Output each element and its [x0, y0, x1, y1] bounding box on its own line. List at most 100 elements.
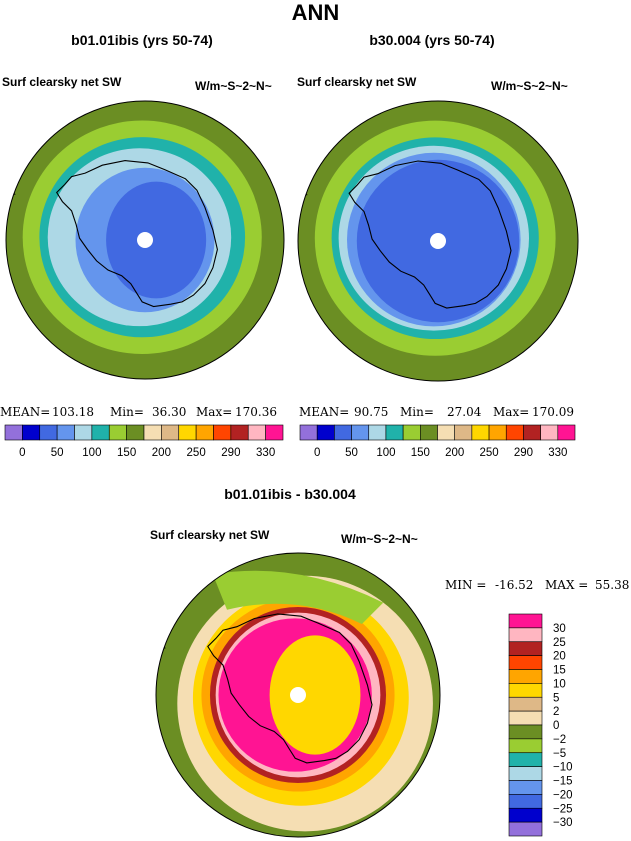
colorbar-tick-label: 10: [553, 678, 566, 690]
colorbar-swatch: [22, 424, 41, 441]
colorbar-swatch: [454, 424, 473, 441]
colorbar-swatch: [508, 655, 543, 670]
colorbar-tick-label: 0: [553, 720, 559, 732]
colorbar-tick-label: 150: [411, 447, 430, 459]
colorbar-swatch: [437, 424, 455, 441]
panel2-title: b30.004 (yrs 50-74): [369, 32, 495, 48]
colorbar-swatch: [508, 710, 543, 726]
colorbar-tick-label: 290: [514, 447, 533, 459]
coastline: [207, 613, 373, 764]
colorbar-tick-label: −2: [553, 734, 566, 746]
colorbar-swatch: [213, 424, 232, 441]
panel3-units-label: W/m~S~2~N~: [341, 532, 418, 546]
panel1-max-value: 170.36: [235, 405, 277, 419]
colorbar-tick-label: −5: [553, 748, 566, 760]
map-boundary: [5, 100, 285, 380]
colorbar-swatch: [161, 424, 180, 441]
colorbar-swatch: [557, 424, 576, 441]
panel2-max-label: Max=: [493, 405, 530, 419]
coastline: [348, 160, 512, 309]
colorbar-tick-label: 25: [553, 637, 566, 649]
colorbar-tick-label: 150: [117, 447, 136, 459]
colorbar-swatch: [508, 696, 543, 712]
colorbar-swatch: [540, 424, 559, 441]
colorbar-swatch: [368, 424, 387, 441]
colorbar-swatch: [508, 821, 543, 837]
colorbar-swatch: [508, 807, 543, 823]
colorbar-swatch: [508, 683, 543, 698]
map-boundary: [155, 552, 441, 838]
colorbar-tick-label: −15: [553, 776, 573, 788]
panel2-mean-value: 90.75: [354, 405, 389, 419]
panel2-min-label: Min=: [400, 405, 434, 419]
panel2-variable-label: Surf clearsky net SW: [297, 75, 417, 89]
panel3-max-value: 55.38: [595, 578, 630, 592]
colorbar-tick-label: 50: [345, 447, 358, 459]
colorbar-tick-label: −20: [553, 789, 573, 801]
colorbar-tick-label: 100: [82, 447, 101, 459]
negative-anomaly-band: [212, 570, 384, 624]
colorbar-swatch: [523, 424, 541, 441]
colorbar-tick-label: 15: [553, 665, 566, 677]
colorbar-tick-label: −10: [553, 762, 573, 774]
colorbar-swatch: [505, 424, 524, 441]
colorbar-swatch: [230, 424, 249, 441]
colorbar-swatch: [195, 424, 214, 441]
colorbar-tick-label: −25: [553, 803, 573, 815]
colorbar-swatch: [420, 424, 438, 441]
panel1-min-value: 36.30: [152, 405, 187, 419]
panel3-min-label: MIN =: [445, 578, 487, 592]
panel1-variable-label: Surf clearsky net SW: [2, 75, 122, 89]
colorbar-swatch: [56, 424, 75, 441]
colorbar-tick-label: 290: [221, 447, 240, 459]
colorbar-tick-label: 20: [553, 651, 566, 663]
colorbar-swatch: [508, 613, 543, 629]
pole-mask: [430, 233, 446, 249]
colorbar-swatch: [91, 424, 110, 441]
panel3-title: b01.01ibis - b30.004: [224, 486, 356, 502]
colorbar-tick-label: 2: [553, 706, 559, 718]
colorbar-swatch: [385, 424, 404, 441]
pole-mask: [137, 232, 153, 248]
colorbar-swatch: [265, 424, 284, 441]
colorbar-swatch: [508, 641, 543, 656]
panel1-map: [5, 100, 285, 380]
panel2-max-value: 170.09: [532, 405, 574, 419]
field-band: [106, 181, 207, 299]
colorbar-swatch: [351, 424, 370, 441]
colorbar-tick-label: 250: [187, 447, 206, 459]
colorbar-tick-label: 0: [19, 447, 25, 459]
colorbar-tick-label: 50: [51, 447, 64, 459]
colorbar-tick-label: 200: [152, 447, 171, 459]
panel1-max-label: Max=: [196, 405, 233, 419]
colorbar-swatch: [316, 424, 335, 441]
panel1-units-label: W/m~S~2~N~: [195, 79, 272, 93]
panel3-variable-label: Surf clearsky net SW: [150, 528, 270, 542]
colorbar-tick-label: 250: [479, 447, 498, 459]
colorbar-swatch: [508, 780, 543, 795]
panel1-mean-value: 103.18: [52, 405, 94, 419]
panel2-mean-label: MEAN=: [299, 405, 350, 419]
panel2-map: [297, 100, 579, 382]
panel3-min-value: -16.52: [495, 578, 534, 592]
colorbar-swatch: [4, 424, 23, 441]
colorbar-swatch: [299, 424, 318, 441]
colorbar-swatch: [508, 669, 543, 684]
colorbar-swatch: [508, 724, 543, 740]
colorbar-swatch: [471, 424, 490, 441]
colorbar-swatch: [143, 424, 162, 441]
colorbar-swatch: [247, 424, 266, 441]
panel3-max-label: MAX =: [545, 578, 589, 592]
colorbar-swatch: [508, 738, 543, 754]
panel2-units-label: W/m~S~2~N~: [491, 79, 568, 93]
coastline: [56, 160, 218, 308]
panel1-min-label: Min=: [110, 405, 144, 419]
panel2-min-value: 27.04: [447, 405, 482, 419]
panel3-map: [155, 552, 441, 838]
colorbar-swatch: [108, 424, 127, 441]
colorbar-tick-label: 330: [256, 447, 275, 459]
colorbar-tick-label: −30: [553, 817, 573, 829]
colorbar-swatch: [126, 424, 145, 441]
